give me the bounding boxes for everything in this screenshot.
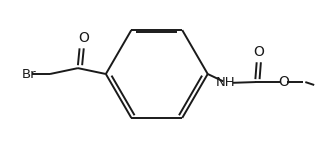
Text: Br: Br bbox=[21, 67, 36, 81]
Text: O: O bbox=[278, 75, 289, 89]
Text: O: O bbox=[254, 45, 265, 59]
Text: O: O bbox=[78, 31, 89, 45]
Text: NH: NH bbox=[216, 76, 236, 89]
